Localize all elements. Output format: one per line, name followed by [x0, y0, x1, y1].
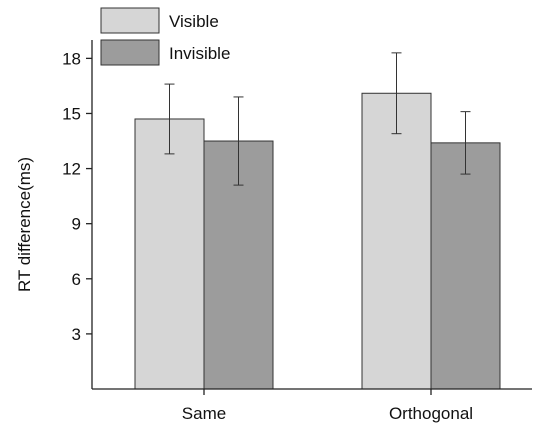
- error-bar-invisible-same: [233, 96, 244, 186]
- legend-label-visible: Visible: [169, 12, 219, 31]
- error-bar-visible-orthogonal: [391, 52, 402, 135]
- y-tick-label: 12: [62, 160, 81, 179]
- error-bars: [164, 52, 471, 186]
- y-ticks: 3 6 9 12 15 18: [62, 49, 92, 344]
- bars: [134, 92, 501, 390]
- y-tick-label: 15: [62, 104, 81, 123]
- error-bar-invisible-orthogonal: [460, 111, 471, 175]
- x-tick-label-same: Same: [182, 404, 226, 423]
- y-tick-label: 9: [72, 215, 81, 234]
- y-tick-label: 18: [62, 49, 81, 68]
- bar-visible-same: [134, 118, 205, 390]
- legend-label-invisible: Invisible: [169, 44, 230, 63]
- x-ticks: Same Orthogonal: [182, 389, 473, 423]
- error-bar-visible-same: [164, 83, 175, 155]
- legend-swatch-invisible: [100, 39, 160, 66]
- bar-visible-orthogonal: [361, 92, 432, 390]
- y-tick-label: 3: [72, 325, 81, 344]
- x-tick-label-orthogonal: Orthogonal: [389, 404, 473, 423]
- axes: [91, 40, 532, 390]
- y-axis-title: RT difference(ms): [15, 157, 34, 292]
- y-tick-label: 6: [72, 270, 81, 289]
- legend-swatch-visible: [100, 7, 160, 34]
- legend: Visible Invisible: [100, 7, 230, 66]
- bar-invisible-orthogonal: [430, 142, 501, 390]
